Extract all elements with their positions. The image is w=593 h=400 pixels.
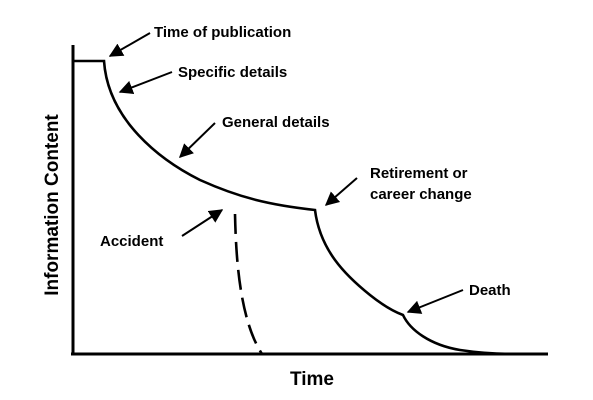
- x-axis-label: Time: [290, 369, 334, 390]
- general-details-label: General details: [222, 114, 330, 131]
- y-axis-label: Information Content: [42, 114, 63, 296]
- retirement-arrow: [324, 177, 358, 206]
- general-details-arrow: [178, 122, 216, 158]
- death-arrow: [406, 289, 464, 314]
- retirement-label-line1: Retirement or: [370, 165, 468, 182]
- accident-label: Accident: [100, 233, 163, 250]
- time-of-publication-label: Time of publication: [154, 24, 291, 41]
- specific-details-label: Specific details: [178, 64, 287, 81]
- accident-dashed-curve: [233, 213, 264, 355]
- specific-details-arrow: [118, 71, 173, 95]
- time-of-publication-arrow: [108, 32, 151, 57]
- death-label: Death: [469, 282, 511, 299]
- information-content-curve: [73, 59, 516, 356]
- retirement-label-line2: career change: [370, 186, 472, 203]
- accident-arrow: [181, 209, 224, 237]
